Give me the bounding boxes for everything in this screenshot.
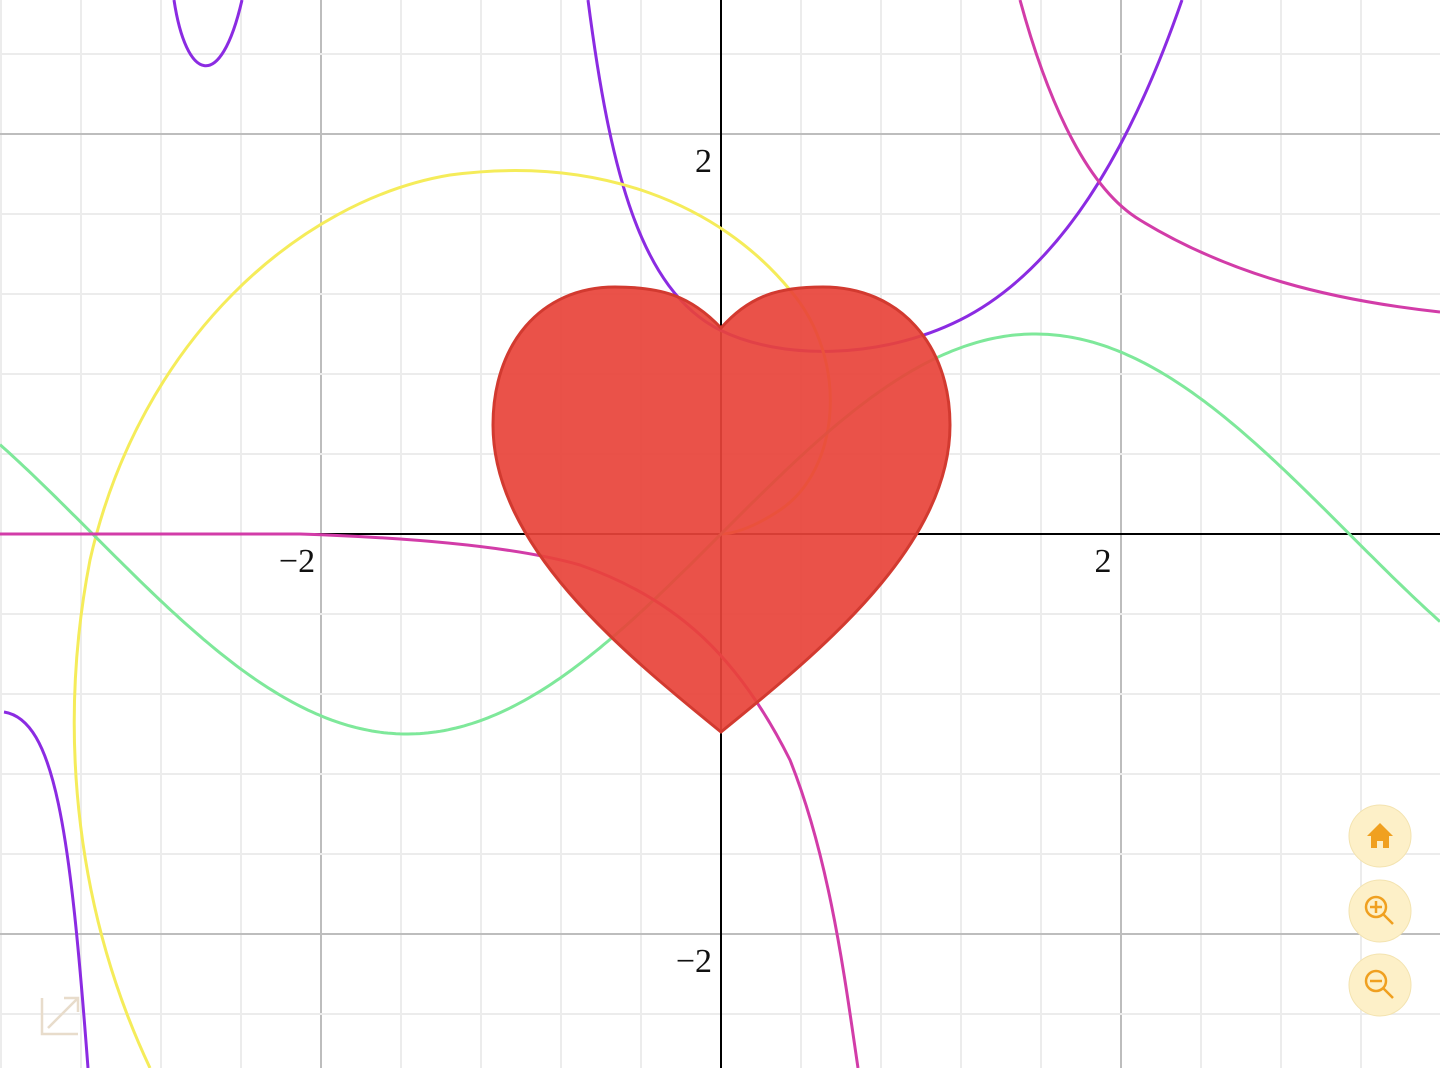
zoom-out-button[interactable] bbox=[1348, 953, 1412, 1017]
purple-curve bbox=[3, 710, 90, 1068]
y-tick-label: −2 bbox=[676, 943, 712, 980]
resize-icon[interactable] bbox=[40, 996, 80, 1036]
magenta-curve bbox=[1018, 0, 1440, 314]
heart-region bbox=[491, 285, 952, 734]
home-button[interactable] bbox=[1348, 804, 1412, 868]
x-tick-label: 2 bbox=[1095, 543, 1112, 580]
purple-curve bbox=[172, 0, 244, 68]
y-tick-label: 2 bbox=[695, 143, 712, 180]
x-tick-label: −2 bbox=[279, 543, 315, 580]
zoom-in-button[interactable] bbox=[1348, 879, 1412, 943]
